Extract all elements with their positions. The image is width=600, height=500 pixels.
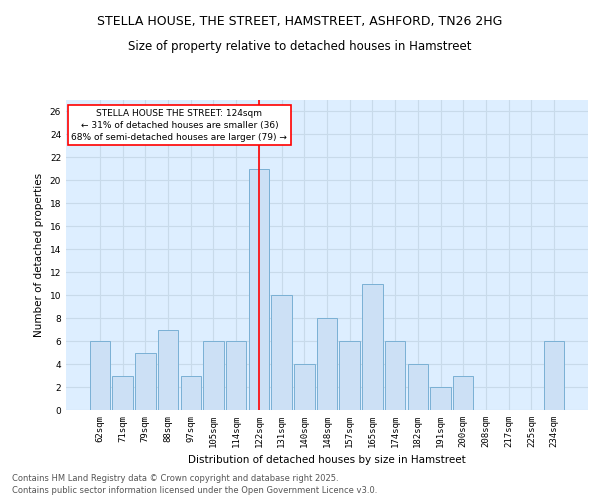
Bar: [248, 169, 269, 410]
Text: Contains HM Land Registry data © Crown copyright and database right 2025.
Contai: Contains HM Land Registry data © Crown c…: [12, 474, 377, 495]
Text: STELLA HOUSE THE STREET: 124sqm
← 31% of detached houses are smaller (36)
68% of: STELLA HOUSE THE STREET: 124sqm ← 31% of…: [71, 109, 287, 142]
Bar: [407, 364, 428, 410]
Bar: [294, 364, 314, 410]
Bar: [271, 295, 292, 410]
Bar: [203, 341, 224, 410]
Bar: [430, 387, 451, 410]
Bar: [135, 352, 155, 410]
Bar: [181, 376, 201, 410]
Bar: [385, 341, 406, 410]
Bar: [158, 330, 178, 410]
X-axis label: Distribution of detached houses by size in Hamstreet: Distribution of detached houses by size …: [188, 456, 466, 466]
Bar: [226, 341, 247, 410]
Bar: [317, 318, 337, 410]
Bar: [112, 376, 133, 410]
Bar: [90, 341, 110, 410]
Y-axis label: Number of detached properties: Number of detached properties: [34, 173, 44, 337]
Bar: [340, 341, 360, 410]
Text: STELLA HOUSE, THE STREET, HAMSTREET, ASHFORD, TN26 2HG: STELLA HOUSE, THE STREET, HAMSTREET, ASH…: [97, 15, 503, 28]
Text: Size of property relative to detached houses in Hamstreet: Size of property relative to detached ho…: [128, 40, 472, 53]
Bar: [544, 341, 564, 410]
Bar: [453, 376, 473, 410]
Bar: [362, 284, 383, 410]
